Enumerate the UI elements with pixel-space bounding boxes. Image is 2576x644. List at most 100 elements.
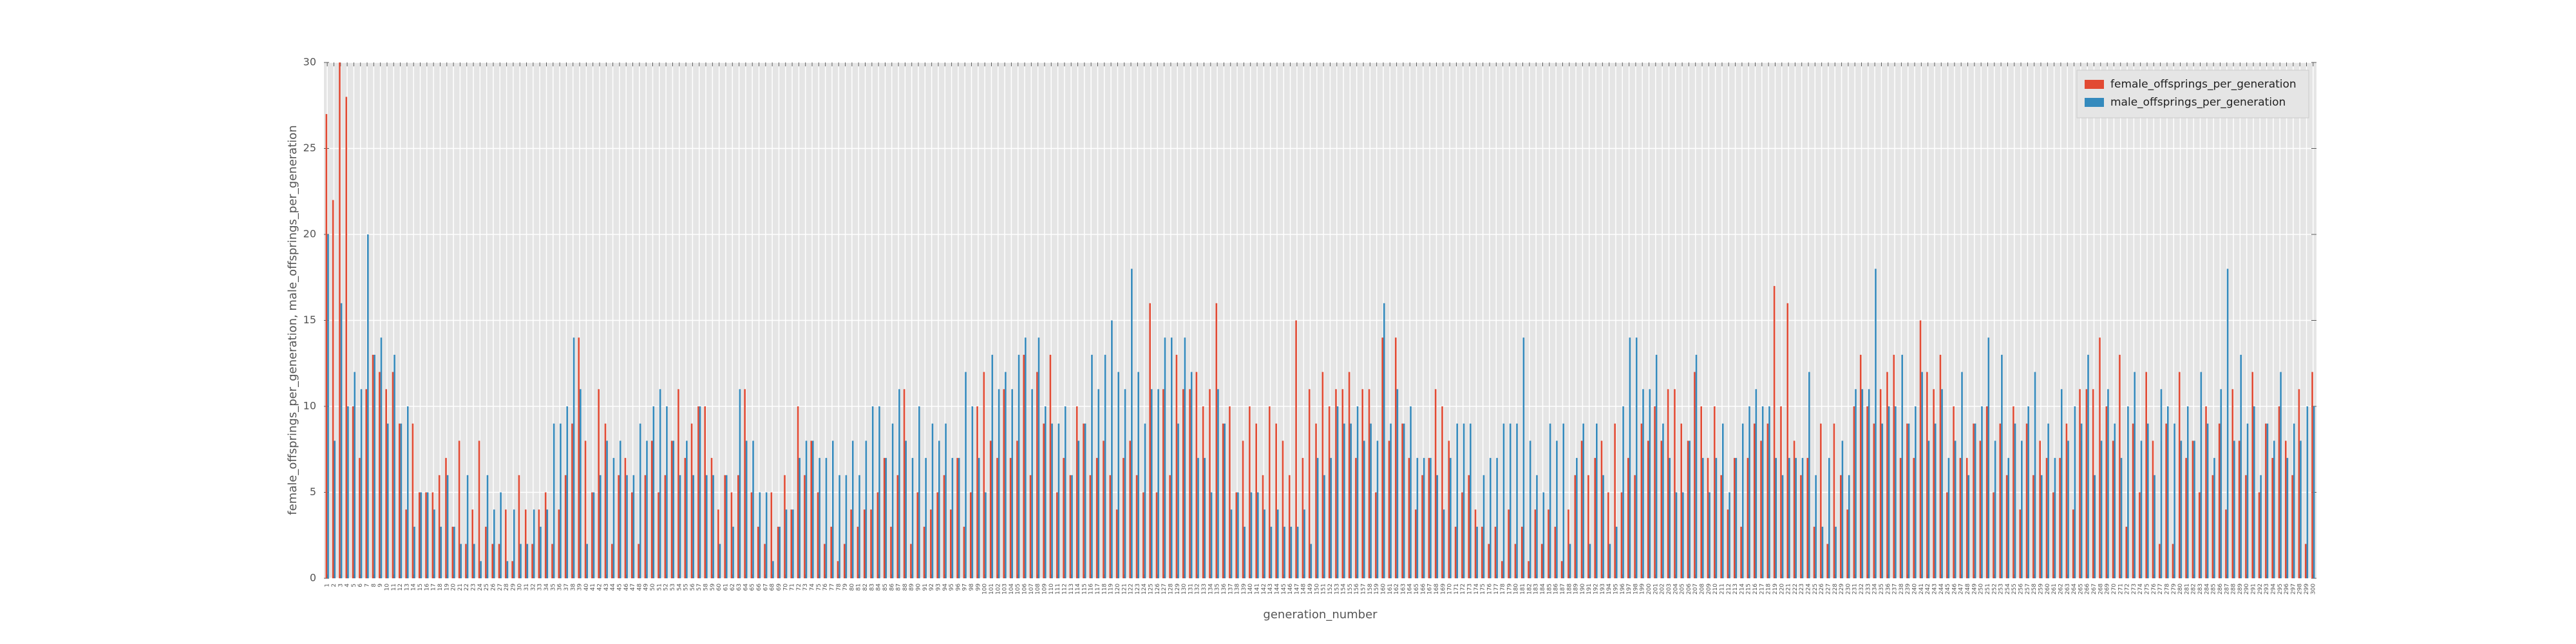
bar	[819, 458, 820, 578]
x-tick-label: 285	[2211, 583, 2217, 594]
bar	[1115, 509, 1118, 578]
bar	[1556, 440, 1558, 578]
x-tick-label: 155	[1347, 583, 1354, 594]
bar	[1821, 526, 1824, 578]
bar	[1157, 389, 1159, 578]
bar	[1801, 458, 1804, 578]
bar	[1350, 423, 1352, 578]
bar	[891, 423, 894, 578]
bar	[965, 372, 967, 578]
bar	[712, 475, 714, 578]
bar	[1016, 440, 1018, 578]
x-tick-label: 209	[1706, 583, 1712, 594]
bar	[1687, 440, 1689, 578]
bar	[1721, 423, 1724, 578]
bar	[1249, 406, 1251, 578]
bar	[1129, 440, 1132, 578]
x-tick-label: 166	[1420, 583, 1426, 594]
bar	[1662, 423, 1664, 578]
bar	[332, 200, 334, 579]
bar	[2019, 509, 2022, 578]
x-tick-label: 143	[1267, 583, 1274, 594]
bar	[2139, 492, 2141, 578]
bar	[1302, 458, 1304, 578]
bar	[1660, 440, 1663, 578]
x-tick-label: 106	[1022, 583, 1028, 594]
bar	[1488, 544, 1490, 578]
bar	[1230, 509, 1233, 578]
bar	[1482, 475, 1485, 578]
bar	[431, 492, 434, 578]
bar	[546, 509, 549, 578]
x-tick-label: 203	[1666, 583, 1672, 594]
x-tick-label: 252	[1991, 583, 1998, 594]
bar	[1640, 423, 1643, 578]
bar	[540, 526, 542, 578]
bar	[1237, 492, 1239, 578]
bar	[1410, 406, 1412, 578]
bar	[1600, 440, 1603, 578]
bar	[354, 372, 355, 578]
bar	[478, 440, 480, 578]
bar	[717, 509, 719, 578]
x-tick-label: 51	[656, 583, 663, 591]
x-tick-label: 149	[1307, 583, 1314, 594]
bar	[586, 544, 588, 578]
bar	[1981, 406, 1983, 578]
y-tick-label: 10	[303, 400, 316, 412]
x-tick-label: 105	[1015, 583, 1021, 594]
bar	[2253, 406, 2255, 578]
x-tick-label: 147	[1294, 583, 1300, 594]
x-tick-label: 22	[464, 583, 470, 591]
bar	[1627, 458, 1629, 578]
bar	[1494, 526, 1497, 578]
bar	[339, 62, 341, 578]
bar	[359, 458, 361, 578]
bar	[989, 440, 992, 578]
x-tick-label: 160	[1380, 583, 1387, 594]
x-tick-label: 193	[1600, 583, 1606, 594]
bar	[1589, 544, 1591, 578]
x-tick-label: 157	[1361, 583, 1367, 594]
bar	[1363, 440, 1365, 578]
x-tick-label: 119	[1108, 583, 1115, 594]
bar	[1222, 423, 1224, 578]
bar	[1018, 354, 1020, 578]
bar	[2034, 372, 2036, 578]
x-tick-label: 103	[1002, 583, 1009, 594]
x-tick-label: 123	[1135, 583, 1141, 594]
bar	[1496, 458, 1498, 578]
bar	[1753, 423, 1756, 578]
bar	[1740, 526, 1742, 578]
x-tick-label: 184	[1540, 583, 1546, 594]
bar	[1826, 544, 1828, 578]
bar	[638, 544, 639, 578]
bar	[1536, 475, 1538, 578]
x-tick-label: 273	[2131, 583, 2137, 594]
bar	[1901, 354, 1903, 578]
bar	[824, 544, 826, 578]
x-tick-label: 274	[2137, 583, 2144, 594]
bar	[1727, 509, 1729, 578]
x-tick-label: 80	[849, 583, 855, 591]
x-tick-label: 246	[1951, 583, 1958, 594]
x-tick-label: 179	[1506, 583, 1513, 594]
bar	[706, 475, 708, 578]
x-tick-label: 300	[2310, 583, 2316, 594]
bar	[772, 561, 774, 578]
bar	[611, 544, 613, 578]
bar	[1031, 389, 1033, 578]
x-tick-label: 187	[1560, 583, 1566, 594]
bar	[950, 509, 952, 578]
x-tick-label: 110	[1048, 583, 1055, 594]
bar	[399, 423, 401, 578]
bar	[1051, 423, 1053, 578]
bar	[2192, 440, 2194, 578]
x-tick-label: 217	[1759, 583, 1765, 594]
bar	[1434, 389, 1437, 578]
x-tick-label: 219	[1772, 583, 1779, 594]
bar	[923, 526, 925, 578]
bar	[1144, 423, 1146, 578]
x-tick-label: 213	[1732, 583, 1739, 594]
